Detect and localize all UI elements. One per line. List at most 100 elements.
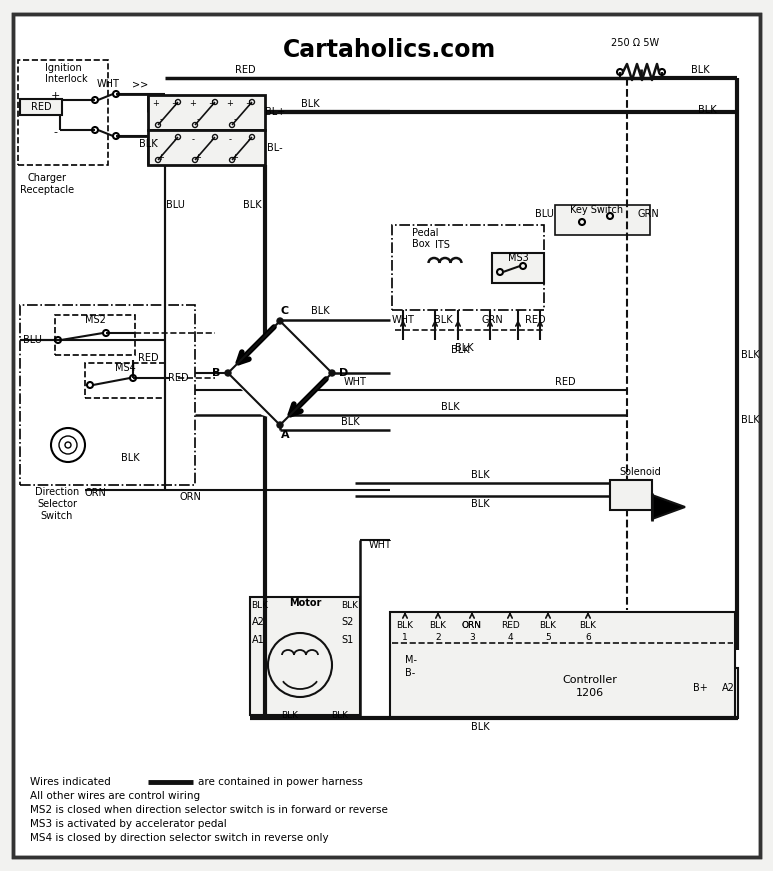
Text: M-: M- bbox=[405, 655, 417, 665]
Text: S1: S1 bbox=[342, 635, 354, 645]
Text: Switch: Switch bbox=[41, 511, 73, 521]
Text: +: + bbox=[152, 98, 159, 107]
Text: B+: B+ bbox=[693, 683, 707, 693]
Circle shape bbox=[155, 123, 161, 127]
Circle shape bbox=[155, 158, 161, 163]
Text: A1: A1 bbox=[252, 635, 264, 645]
Text: BL+: BL+ bbox=[265, 107, 285, 117]
Text: 6: 6 bbox=[585, 632, 591, 642]
Text: BLK: BLK bbox=[332, 711, 349, 719]
Text: MS4 is closed by direction selector switch in reverse only: MS4 is closed by direction selector swit… bbox=[30, 833, 329, 843]
Text: BLK: BLK bbox=[741, 350, 759, 360]
Text: BLK: BLK bbox=[281, 711, 298, 719]
Text: BLK: BLK bbox=[441, 402, 459, 412]
Text: C: C bbox=[281, 306, 289, 316]
Text: WHT: WHT bbox=[392, 315, 414, 325]
Text: +: + bbox=[209, 98, 216, 107]
Text: 4: 4 bbox=[507, 632, 512, 642]
Text: +: + bbox=[189, 98, 196, 107]
Text: Controller: Controller bbox=[563, 675, 618, 685]
Text: BLU: BLU bbox=[535, 209, 553, 219]
Bar bbox=[610, 480, 652, 510]
Text: BLK: BLK bbox=[397, 622, 414, 631]
Text: ITS: ITS bbox=[434, 240, 449, 250]
Text: All other wires are control wiring: All other wires are control wiring bbox=[30, 791, 200, 801]
Text: A: A bbox=[281, 430, 289, 440]
Text: +: + bbox=[172, 98, 179, 107]
Circle shape bbox=[213, 99, 217, 105]
Circle shape bbox=[277, 318, 283, 324]
Text: 3: 3 bbox=[469, 632, 475, 642]
Text: BLK: BLK bbox=[741, 415, 759, 425]
Text: Receptacle: Receptacle bbox=[20, 185, 74, 195]
Text: BLU: BLU bbox=[165, 200, 185, 210]
Text: WHT: WHT bbox=[343, 377, 366, 387]
Circle shape bbox=[175, 99, 181, 105]
Text: B-: B- bbox=[405, 668, 415, 678]
Text: MS3: MS3 bbox=[508, 253, 529, 263]
Text: Box: Box bbox=[412, 239, 430, 249]
Text: MS3 is activated by accelerator pedal: MS3 is activated by accelerator pedal bbox=[30, 819, 226, 829]
Text: BLK: BLK bbox=[540, 622, 557, 631]
Text: -: - bbox=[173, 136, 176, 145]
Text: Direction: Direction bbox=[35, 487, 79, 497]
Text: -: - bbox=[247, 136, 250, 145]
Text: +: + bbox=[246, 98, 253, 107]
Text: Charger: Charger bbox=[28, 173, 66, 183]
Text: +: + bbox=[195, 152, 202, 161]
Text: -: - bbox=[233, 116, 237, 125]
Text: MS4: MS4 bbox=[114, 363, 135, 373]
Text: BLK: BLK bbox=[243, 200, 261, 210]
Text: BLK: BLK bbox=[251, 600, 268, 610]
Text: Wires indicated: Wires indicated bbox=[30, 777, 111, 787]
Text: ORN: ORN bbox=[179, 492, 201, 502]
Text: BLK: BLK bbox=[430, 622, 447, 631]
Text: Solenoid: Solenoid bbox=[619, 467, 661, 477]
Text: 1206: 1206 bbox=[576, 688, 604, 698]
Text: Selector: Selector bbox=[37, 499, 77, 509]
Text: -: - bbox=[155, 136, 158, 145]
Text: D: D bbox=[339, 368, 349, 378]
Polygon shape bbox=[652, 495, 685, 519]
Text: WHT: WHT bbox=[369, 540, 391, 550]
Text: BLK: BLK bbox=[471, 499, 489, 509]
Text: RED: RED bbox=[31, 102, 51, 112]
Text: RED: RED bbox=[525, 315, 545, 325]
Circle shape bbox=[192, 123, 197, 127]
Text: ORN: ORN bbox=[462, 622, 482, 631]
Circle shape bbox=[230, 158, 234, 163]
Text: BLK: BLK bbox=[580, 622, 597, 631]
Circle shape bbox=[225, 370, 231, 376]
Text: B: B bbox=[212, 368, 220, 378]
Text: 2: 2 bbox=[435, 632, 441, 642]
Circle shape bbox=[230, 123, 234, 127]
Text: Ignition: Ignition bbox=[45, 63, 82, 73]
Text: RED: RED bbox=[235, 65, 255, 75]
Text: GRN: GRN bbox=[637, 209, 659, 219]
Text: -: - bbox=[53, 127, 57, 137]
Text: 5: 5 bbox=[545, 632, 551, 642]
Text: MS2: MS2 bbox=[84, 315, 105, 325]
Circle shape bbox=[192, 158, 197, 163]
Text: BLK: BLK bbox=[471, 470, 489, 480]
Circle shape bbox=[250, 99, 254, 105]
Text: -: - bbox=[210, 136, 213, 145]
Text: +: + bbox=[50, 91, 60, 101]
Text: 250 Ω 5W: 250 Ω 5W bbox=[611, 38, 659, 48]
Bar bbox=[148, 95, 265, 130]
Text: Pedal: Pedal bbox=[412, 228, 438, 238]
Circle shape bbox=[250, 134, 254, 139]
Text: RED: RED bbox=[138, 353, 158, 363]
Text: BLK: BLK bbox=[311, 306, 329, 316]
Text: >>: >> bbox=[132, 79, 148, 89]
Text: WHT: WHT bbox=[97, 79, 120, 89]
Text: BLK: BLK bbox=[121, 453, 139, 463]
Text: BLK: BLK bbox=[342, 600, 359, 610]
Bar bbox=[492, 253, 544, 283]
Text: RED: RED bbox=[555, 377, 575, 387]
Text: are contained in power harness: are contained in power harness bbox=[198, 777, 363, 787]
Text: -: - bbox=[159, 116, 162, 125]
Text: BLK: BLK bbox=[138, 139, 158, 149]
Text: GRN: GRN bbox=[481, 315, 503, 325]
Text: BLK: BLK bbox=[471, 722, 489, 732]
